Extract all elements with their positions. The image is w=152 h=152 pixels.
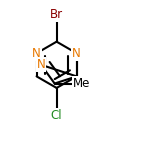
Text: Me: Me	[73, 77, 90, 90]
Text: N: N	[37, 58, 45, 71]
Text: N: N	[32, 47, 41, 60]
Text: Br: Br	[50, 8, 63, 21]
Text: Cl: Cl	[51, 109, 62, 122]
Text: N: N	[72, 47, 81, 60]
